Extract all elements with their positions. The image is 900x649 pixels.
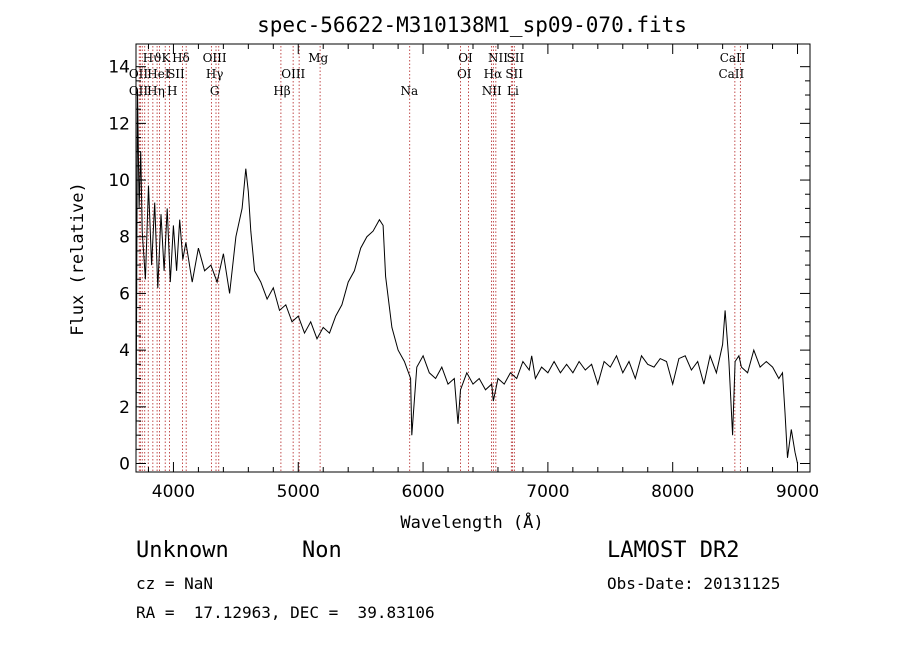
line-label: Hδ <box>172 51 190 65</box>
y-tick-label: 2 <box>119 398 130 418</box>
redshift-value: cz = NaN <box>136 574 214 593</box>
line-label: OIII <box>281 67 305 81</box>
plot-frame <box>135 43 811 473</box>
y-axis-label: Flux (relative) <box>68 182 88 336</box>
line-label: OII <box>129 67 149 81</box>
y-tick-label: 0 <box>119 454 130 474</box>
y-tick-label: 14 <box>108 58 130 78</box>
obs-date: Obs-Date: 20131125 <box>607 574 781 593</box>
x-tick-label: 6000 <box>401 482 444 502</box>
line-label: OII <box>129 84 149 98</box>
line-label: NII <box>482 84 502 98</box>
x-axis-label: Wavelength (Å) <box>400 511 543 533</box>
line-label: G <box>210 84 220 98</box>
object-class: Unknown <box>136 538 229 563</box>
x-tick-label: 5000 <box>277 482 320 502</box>
line-label: OIII <box>203 51 227 65</box>
chart-title: spec-56622-M310138M1_sp09-070.fits <box>257 13 687 37</box>
line-label: OI <box>458 51 473 65</box>
line-label: SII <box>507 51 525 65</box>
object-subclass: Non <box>302 538 342 563</box>
coordinates: RA = 17.12963, DEC = 39.83106 <box>136 603 435 622</box>
spectrum-line <box>135 89 798 464</box>
line-label: H <box>167 84 177 98</box>
y-tick-label: 6 <box>119 284 130 304</box>
line-label: K <box>161 51 171 65</box>
y-tick-label: 10 <box>108 171 130 191</box>
line-label: SII <box>167 67 185 81</box>
survey-name: LAMOST DR2 <box>607 538 740 563</box>
y-tick-label: 8 <box>119 228 130 248</box>
line-label: CaII <box>718 67 744 81</box>
x-tick-label: 4000 <box>152 482 195 502</box>
line-label: NII <box>488 51 508 65</box>
line-label: Hϑ <box>143 51 162 65</box>
line-label: Hα <box>484 67 503 81</box>
line-label: SII <box>505 67 523 81</box>
line-label: Hη <box>147 84 165 98</box>
x-axis-ticks: 4000 5000 6000 7000 8000 9000 <box>147 44 819 502</box>
x-tick-label: 9000 <box>776 482 819 502</box>
line-label: Na <box>401 84 419 98</box>
line-label: CaII <box>720 51 746 65</box>
line-label: HeI <box>147 67 170 81</box>
line-label: Hβ <box>273 84 290 98</box>
line-label: Mg <box>308 51 328 65</box>
y-axis-ticks: 0 2 4 6 8 10 12 14 <box>108 58 810 474</box>
x-tick-label: 8000 <box>651 482 694 502</box>
y-tick-label: 4 <box>119 341 130 361</box>
line-label: Hγ <box>206 67 224 81</box>
line-label: OI <box>457 67 472 81</box>
emission-line-markers <box>138 46 741 472</box>
x-tick-label: 7000 <box>526 482 569 502</box>
y-tick-label: 12 <box>108 114 130 134</box>
line-label: Li <box>507 84 519 98</box>
